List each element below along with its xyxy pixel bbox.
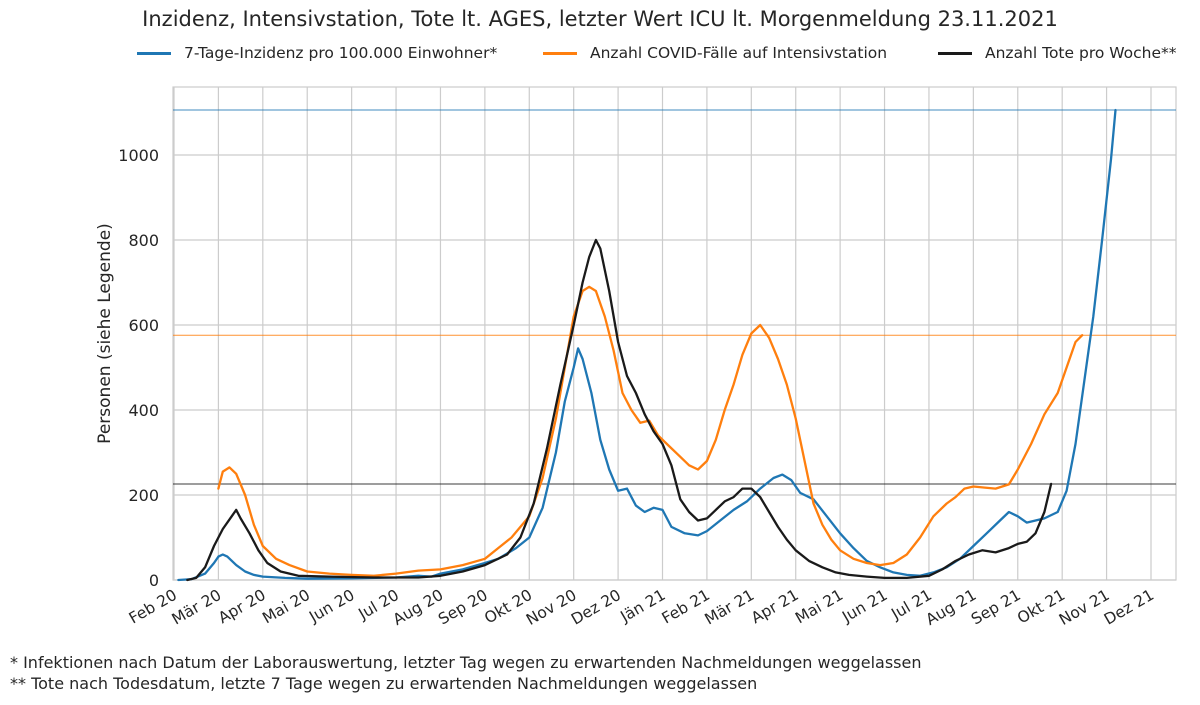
series-line-0 (177, 108, 1117, 582)
legend-item-inzidenz: 7-Tage-Inzidenz pro 100.000 Einwohner* (137, 44, 497, 62)
y-tick-label: 600 (128, 316, 159, 335)
legend-label-intensivstation: Anzahl COVID-Fälle auf Intensivstation (590, 44, 888, 62)
y-tick-label: 200 (128, 486, 159, 505)
legend-item-intensivstation: Anzahl COVID-Fälle auf Intensivstation (543, 44, 887, 62)
x-tick-label: Mär 20 (169, 586, 225, 629)
x-tick-label: Feb 20 (126, 586, 180, 628)
x-tick-label: Aug 21 (923, 586, 980, 629)
legend-item-tote: Anzahl Tote pro Woche** (938, 44, 1177, 62)
legend-label-tote: Anzahl Tote pro Woche** (985, 44, 1177, 62)
legend-swatch-inzidenz (137, 51, 171, 55)
x-tick-label: Mai 20 (259, 586, 313, 628)
y-tick-label: 1000 (118, 146, 159, 165)
x-tick-label: Mai 21 (792, 586, 846, 628)
footnotes: * Infektionen nach Datum der Laborauswer… (10, 652, 921, 694)
y-tick-label: 400 (128, 401, 159, 420)
x-tick-label: Aug 20 (390, 586, 447, 629)
x-tick-label: Apr 21 (748, 586, 802, 627)
series-line-1 (217, 285, 1084, 577)
x-tick-label: Dez 21 (1101, 586, 1157, 629)
plot-frame (172, 86, 1177, 581)
x-tick-label: Apr 20 (215, 586, 269, 627)
x-tick-label: Feb 21 (659, 586, 713, 628)
chart-legend: 7-Tage-Inzidenz pro 100.000 Einwohner* A… (0, 44, 1200, 70)
x-tick-label: Nov 20 (523, 586, 580, 629)
x-tick-label: Sep 20 (435, 586, 491, 629)
x-tick-label: Nov 21 (1056, 586, 1113, 629)
y-axis-label: Personen (siehe Legende) (95, 223, 115, 444)
x-tick-label: Jun 21 (838, 586, 890, 627)
legend-swatch-tote (938, 51, 972, 55)
chart-title: Inzidenz, Intensivstation, Tote lt. AGES… (142, 7, 1058, 31)
legend-label-inzidenz: 7-Tage-Inzidenz pro 100.000 Einwohner* (184, 44, 498, 62)
x-tick-label: Mär 21 (702, 586, 758, 629)
footnote-infektionen: * Infektionen nach Datum der Laborauswer… (10, 653, 922, 672)
y-tick-label: 0 (149, 571, 159, 590)
x-tick-label: Jän 21 (617, 586, 669, 626)
x-tick-label: Jun 20 (305, 586, 357, 627)
footnote-tote: ** Tote nach Todesdatum, letzte 7 Tage w… (10, 674, 758, 693)
x-tick-label: Sep 21 (968, 586, 1024, 629)
y-tick-label: 800 (128, 231, 159, 250)
legend-swatch-intensivstation (543, 51, 577, 55)
x-tick-label: Dez 20 (568, 586, 624, 629)
series-line-2 (186, 238, 1053, 582)
